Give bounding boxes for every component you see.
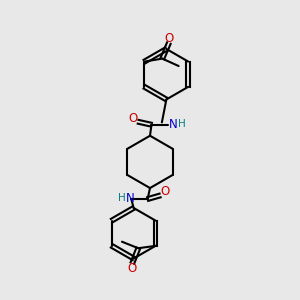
Text: N: N [169, 118, 177, 130]
Text: O: O [165, 32, 174, 45]
Text: O: O [127, 262, 136, 275]
Text: H: H [118, 194, 126, 203]
Text: O: O [160, 185, 170, 198]
Text: H: H [178, 119, 185, 129]
Text: N: N [126, 192, 135, 205]
Text: O: O [128, 112, 138, 125]
